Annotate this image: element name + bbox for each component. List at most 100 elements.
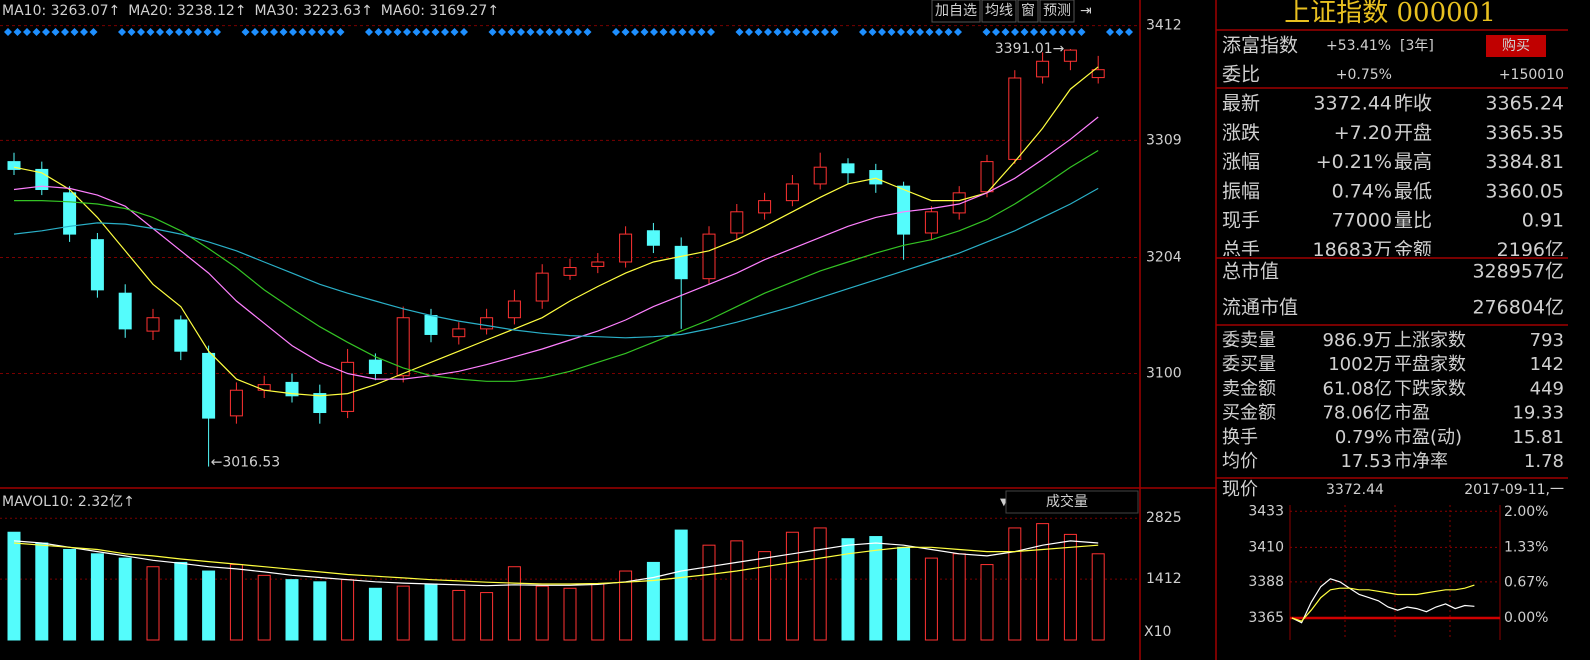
signal-diamond: [631, 28, 639, 36]
signal-diamond: [393, 28, 402, 36]
toolbar-button[interactable]: [1039, 0, 1075, 23]
y2-tick-label: 2.00%: [1504, 504, 1548, 520]
signal-diamond: [23, 28, 31, 36]
volume-bar: [7, 531, 21, 641]
volume-bar: [257, 574, 271, 641]
signal-diamond: [669, 28, 677, 36]
field-value: 449: [1530, 378, 1564, 399]
volume-bar: [63, 548, 77, 641]
intraday-line: [1291, 578, 1475, 624]
high-annotation: 3391.01→: [995, 41, 1065, 57]
candle-body: [869, 170, 883, 185]
volume-bar: [341, 579, 355, 641]
toolbar-button[interactable]: [981, 0, 1017, 23]
signal-diamond: [944, 28, 953, 36]
field-label: 流通市值: [1222, 297, 1298, 319]
signal-diamond: [868, 28, 877, 36]
signal-diamond: [412, 28, 421, 36]
field-value: 3360.05: [1485, 180, 1564, 202]
candle-body: [758, 200, 772, 214]
signal-diamond: [289, 28, 297, 36]
volume-bar: [90, 553, 104, 641]
ma-line: [13, 116, 1099, 380]
candle-body: [480, 317, 494, 330]
signal-diamond: [859, 28, 867, 36]
buy-button-label[interactable]: 购买: [1502, 38, 1530, 54]
field-label: 最高: [1394, 151, 1432, 173]
signal-diamond: [4, 28, 12, 36]
signal-diamond: [336, 28, 345, 36]
signal-diamond: [773, 28, 782, 36]
field-value: 986.9万: [1322, 330, 1392, 351]
field-label: 上涨家数: [1394, 330, 1466, 351]
signal-diamond: [925, 28, 934, 36]
signal-diamond: [308, 28, 316, 36]
signal-diamond: [821, 28, 829, 36]
candle-body: [118, 292, 132, 330]
fund-label: 添富指数: [1222, 35, 1298, 57]
toolbar-button-label[interactable]: 均线: [985, 3, 1013, 19]
volume-bar: [313, 581, 327, 641]
signal-diamond: [783, 28, 791, 36]
signal-diamond: [203, 28, 212, 36]
field-value: +7.20: [1334, 122, 1392, 144]
toolbar-button[interactable]: [1017, 0, 1039, 23]
price-label: 现价: [1222, 479, 1258, 500]
volume-bar: [1036, 523, 1050, 641]
mavol-line: [13, 542, 1099, 585]
signal-diamond: [574, 28, 582, 36]
signal-diamond: [317, 28, 326, 36]
signal-diamond: [460, 28, 468, 36]
volume-bar: [619, 570, 633, 641]
price-value: 3372.44: [1326, 482, 1384, 498]
signal-diamond: [517, 28, 525, 36]
signal-diamond: [1106, 28, 1114, 36]
volume-selector-label[interactable]: 成交量: [1046, 493, 1088, 510]
volume-bar: [646, 561, 660, 641]
volume-bar: [202, 570, 216, 641]
volume-selector[interactable]: [1005, 490, 1139, 514]
toolbar-button-label[interactable]: 加自选: [935, 3, 977, 19]
signal-diamond: [241, 28, 250, 36]
toolbar-button-label[interactable]: 预测: [1043, 3, 1071, 19]
signal-diamond: [536, 28, 544, 36]
field-value: 3384.81: [1485, 151, 1564, 173]
signal-diamond: [184, 28, 193, 36]
signal-diamond: [194, 28, 202, 36]
volume-bar: [674, 529, 688, 641]
signal-diamond: [887, 28, 896, 36]
signal-diamond: [564, 28, 573, 36]
buy-button[interactable]: [1486, 35, 1546, 57]
candle-body: [90, 239, 104, 291]
signal-diamond: [175, 28, 183, 36]
field-label: 平盘家数: [1394, 354, 1466, 375]
ma-line: [13, 66, 1099, 397]
volume-bar: [507, 566, 521, 641]
signal-diamond: [279, 28, 288, 36]
volume-bar: [758, 551, 772, 641]
signal-diamond: [1039, 28, 1048, 36]
signal-diamond: [707, 28, 715, 36]
toolbar-button-label[interactable]: 窗: [1021, 2, 1035, 19]
signal-diamond: [1125, 28, 1133, 36]
candle-body: [63, 192, 77, 235]
candle-body: [285, 381, 299, 397]
candle-body: [146, 317, 160, 332]
toolbar-button[interactable]: [931, 0, 981, 23]
field-value: 3372.44: [1313, 93, 1392, 115]
dropdown-icon[interactable]: ▼: [1000, 497, 1008, 508]
field-value: 3365.24: [1485, 93, 1564, 115]
signal-diamond: [1020, 28, 1029, 36]
volume-bar: [1008, 527, 1022, 641]
signal-diamond: [612, 28, 620, 36]
candle-body: [313, 393, 327, 414]
candle-body: [535, 272, 549, 302]
collapse-icon[interactable]: ⇥: [1080, 3, 1092, 19]
field-label: 现手: [1222, 210, 1260, 232]
volume-bar: [285, 579, 299, 641]
candle-body: [785, 183, 799, 202]
signal-diamond: [488, 28, 497, 36]
signal-diamond: [270, 28, 278, 36]
candle-body: [229, 389, 243, 417]
